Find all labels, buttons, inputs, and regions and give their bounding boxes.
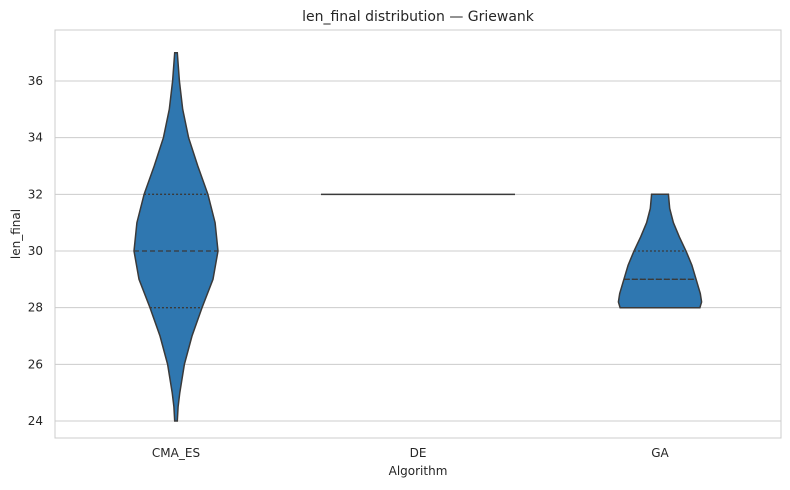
- x-tick-label: CMA_ES: [152, 446, 200, 460]
- y-tick-labels: 24 26 28 30 32 34 36: [28, 74, 43, 428]
- violins: [133, 51, 703, 422]
- plot-frame: [54, 29, 782, 439]
- x-tick-label: GA: [651, 446, 669, 460]
- y-tick-label: 32: [28, 187, 43, 201]
- y-tick-label: 36: [28, 74, 43, 88]
- x-axis-label: Algorithm: [389, 464, 448, 478]
- y-tick-label: 30: [28, 244, 43, 258]
- y-tick-label: 28: [28, 301, 43, 315]
- y-axis-label: len_final: [9, 209, 23, 259]
- y-tick-label: 26: [28, 357, 43, 371]
- y-tick-label: 34: [28, 131, 43, 145]
- y-tick-label: 24: [28, 414, 43, 428]
- x-tick-label: DE: [410, 446, 427, 460]
- x-tick-labels: CMA_ES DE GA: [152, 446, 670, 460]
- violin-cma-es: [133, 51, 219, 422]
- chart-title: len_final distribution — Griewank: [302, 9, 535, 25]
